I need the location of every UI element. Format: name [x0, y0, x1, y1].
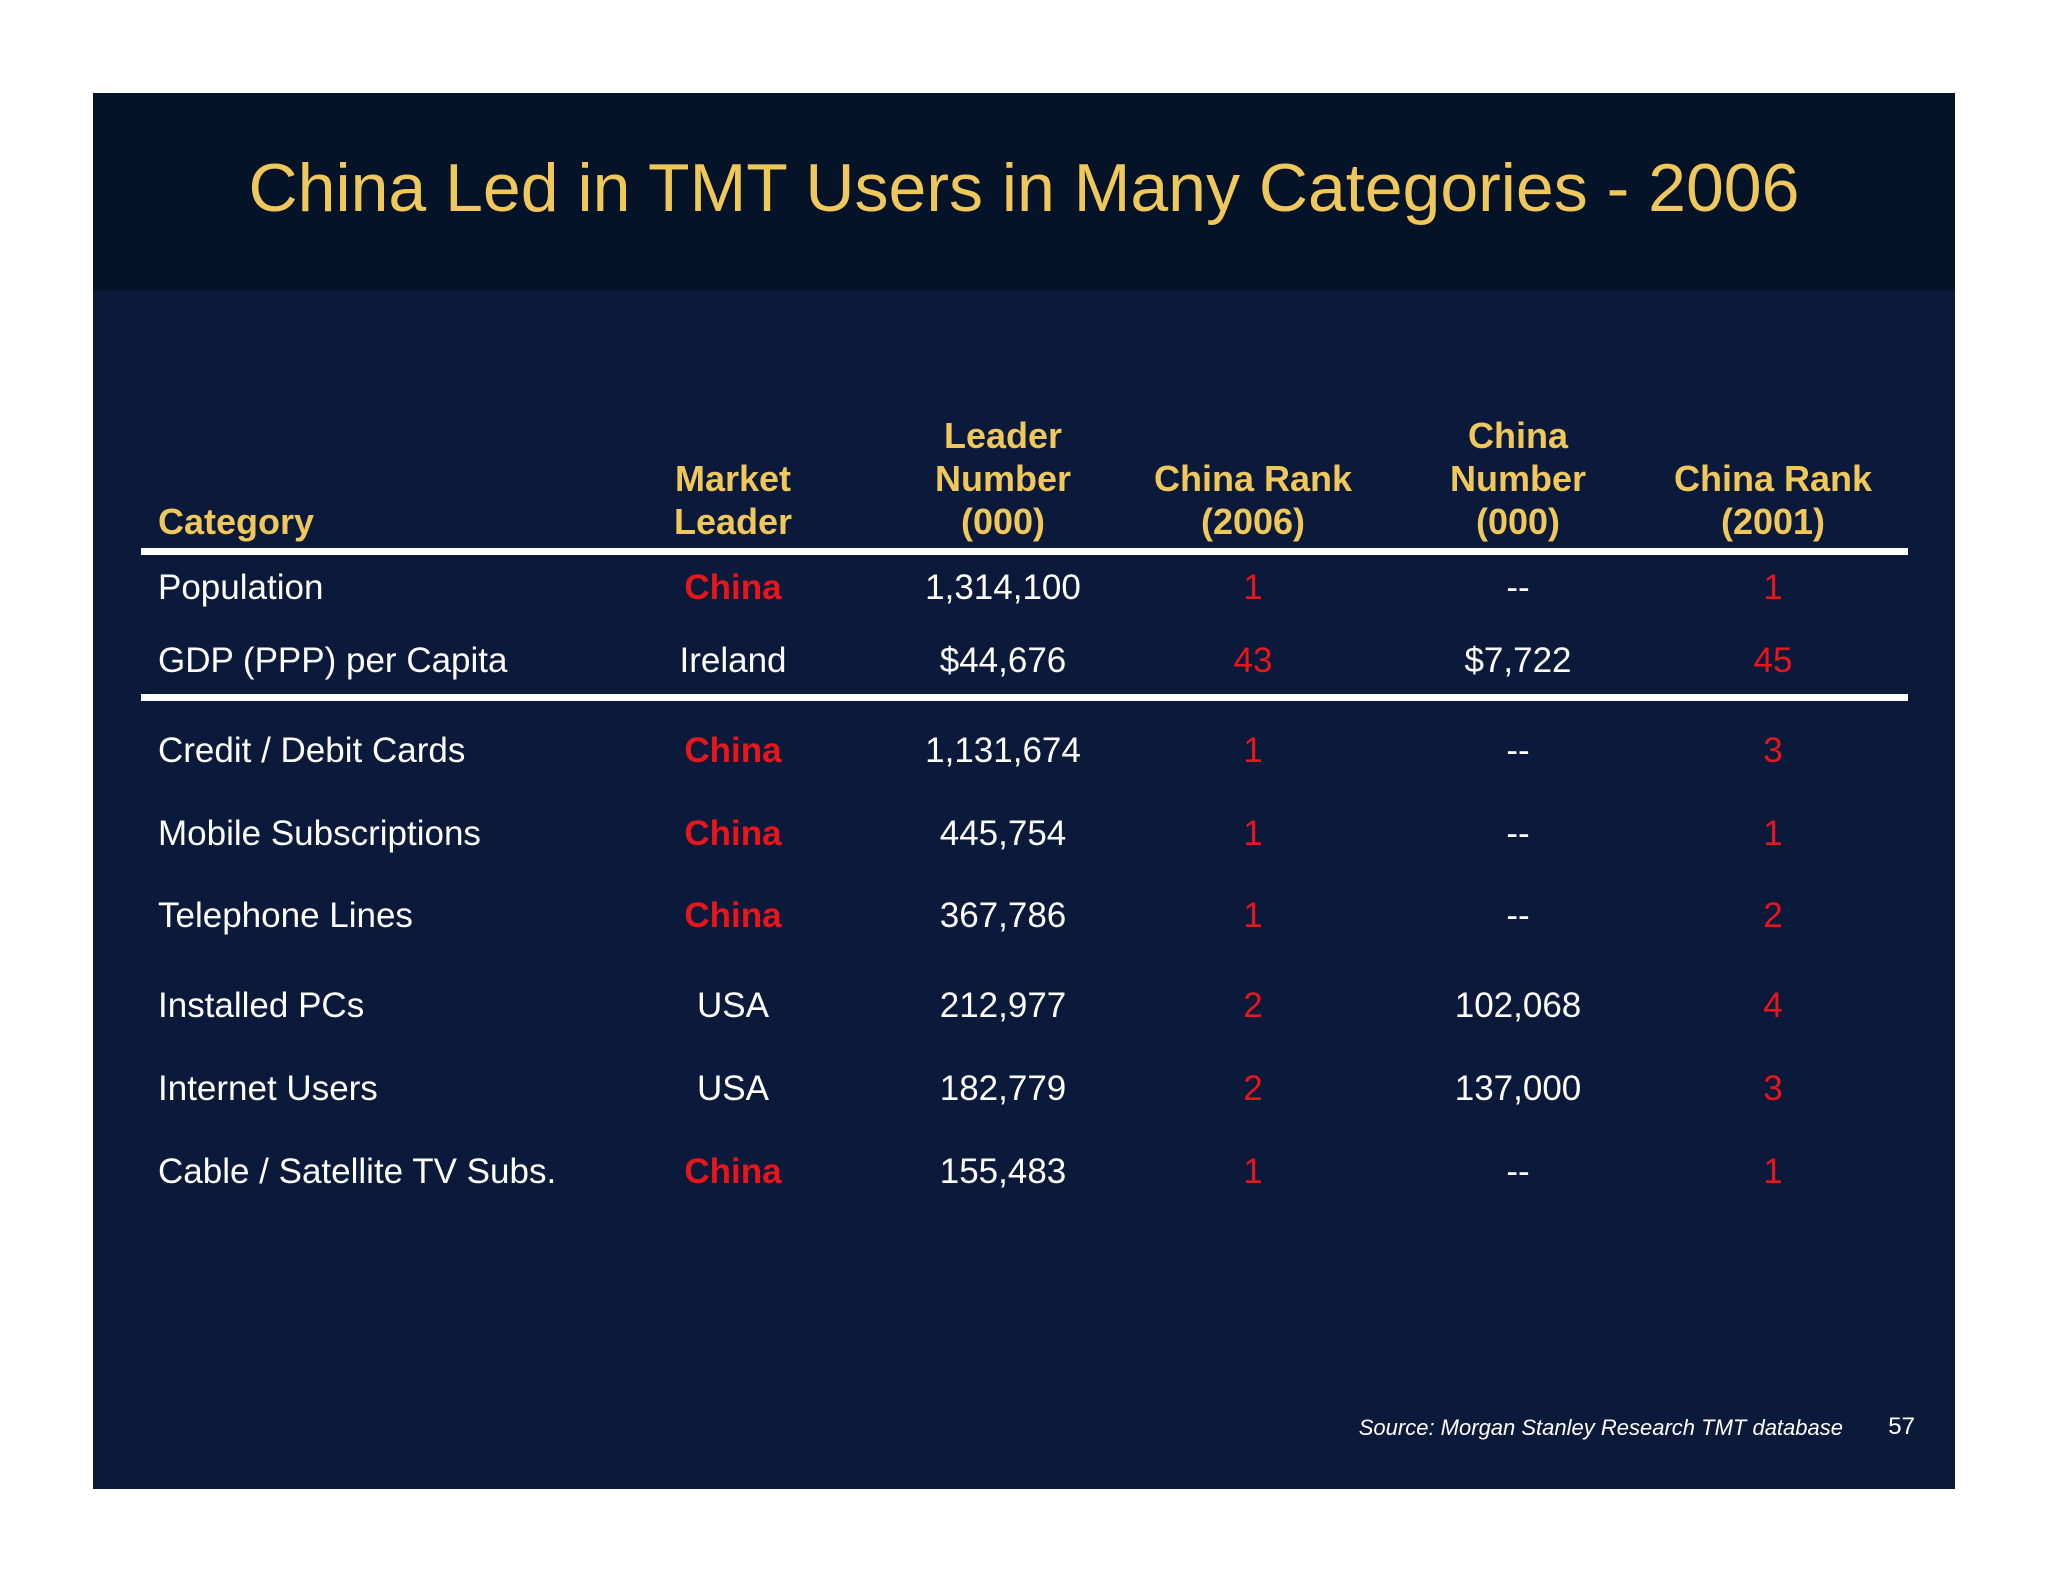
cell-china-number: -- [1506, 1152, 1530, 1191]
section-rule [141, 694, 1908, 701]
cell-category: Internet Users [158, 1069, 378, 1108]
page-number: 57 [1888, 1413, 1915, 1440]
cell-leader-number: $44,676 [939, 641, 1067, 680]
cell-market-leader: Ireland [679, 641, 787, 680]
cell-category: Mobile Subscriptions [158, 814, 481, 853]
cell-china-rank-2001: 45 [1753, 641, 1793, 680]
cell-market-leader: China [684, 568, 782, 607]
cell-china-rank-2006: 1 [1243, 1152, 1263, 1191]
cell-china-number: 137,000 [1454, 1069, 1582, 1108]
header-rule [141, 548, 1908, 555]
cell-market-leader: China [684, 1152, 782, 1191]
cell-leader-number: 212,977 [939, 986, 1067, 1025]
title-band: China Led in TMT Users in Many Categorie… [93, 93, 1955, 290]
cell-china-rank-2006: 1 [1243, 896, 1263, 935]
cell-china-rank-2006: 1 [1243, 568, 1263, 607]
cell-category: GDP (PPP) per Capita [158, 641, 508, 680]
cell-china-rank-2006: 1 [1243, 731, 1263, 770]
cell-market-leader: China [684, 731, 782, 770]
cell-leader-number: 182,779 [939, 1069, 1067, 1108]
cell-china-rank-2001: 4 [1763, 986, 1783, 1025]
cell-market-leader: China [684, 814, 782, 853]
cell-leader-number: 445,754 [939, 814, 1067, 853]
cell-china-rank-2001: 1 [1763, 1152, 1783, 1191]
header-china-number: China Number (000) [1449, 415, 1587, 542]
cell-china-rank-2006: 43 [1233, 641, 1273, 680]
slide-title: China Led in TMT Users in Many Categorie… [248, 150, 1800, 226]
cell-china-rank-2001: 2 [1763, 896, 1783, 935]
source-note: Source: Morgan Stanley Research TMT data… [1358, 1415, 1843, 1440]
cell-leader-number: 1,314,100 [925, 568, 1081, 607]
cell-china-rank-2001: 3 [1763, 731, 1783, 770]
cell-china-number: 102,068 [1454, 986, 1582, 1025]
header-market-leader: Market Leader [673, 458, 793, 542]
cell-china-rank-2006: 2 [1243, 986, 1263, 1025]
cell-category: Credit / Debit Cards [158, 731, 466, 770]
header-china-rank-2001: China Rank (2001) [1673, 458, 1873, 542]
cell-china-rank-2006: 1 [1243, 814, 1263, 853]
cell-china-rank-2001: 1 [1763, 568, 1783, 607]
cell-china-number: $7,722 [1464, 641, 1572, 680]
header-category: Category [158, 501, 315, 542]
header-leader-number: Leader Number (000) [934, 415, 1072, 542]
cell-leader-number: 367,786 [939, 896, 1067, 935]
cell-china-number: -- [1506, 896, 1530, 935]
cell-market-leader: China [684, 896, 782, 935]
cell-market-leader: USA [697, 986, 769, 1025]
cell-china-rank-2001: 1 [1763, 814, 1783, 853]
cell-china-number: -- [1506, 568, 1530, 607]
header-china-rank-2006: China Rank (2006) [1153, 458, 1353, 542]
slide: China Led in TMT Users in Many Categorie… [93, 93, 1955, 1489]
cell-leader-number: 1,131,674 [925, 731, 1081, 770]
cell-category: Installed PCs [158, 986, 365, 1025]
cell-china-number: -- [1506, 814, 1530, 853]
cell-market-leader: USA [697, 1069, 769, 1108]
cell-china-rank-2006: 2 [1243, 1069, 1263, 1108]
cell-china-number: -- [1506, 731, 1530, 770]
cell-category: Population [158, 568, 324, 607]
cell-leader-number: 155,483 [939, 1152, 1067, 1191]
cell-china-rank-2001: 3 [1763, 1069, 1783, 1108]
cell-category: Cable / Satellite TV Subs. [158, 1152, 557, 1191]
cell-category: Telephone Lines [158, 896, 413, 935]
